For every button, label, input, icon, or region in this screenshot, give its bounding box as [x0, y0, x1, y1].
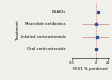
- Y-axis label: Treatment: Treatment: [16, 20, 20, 40]
- X-axis label: FEV1 % predicted: FEV1 % predicted: [73, 67, 108, 71]
